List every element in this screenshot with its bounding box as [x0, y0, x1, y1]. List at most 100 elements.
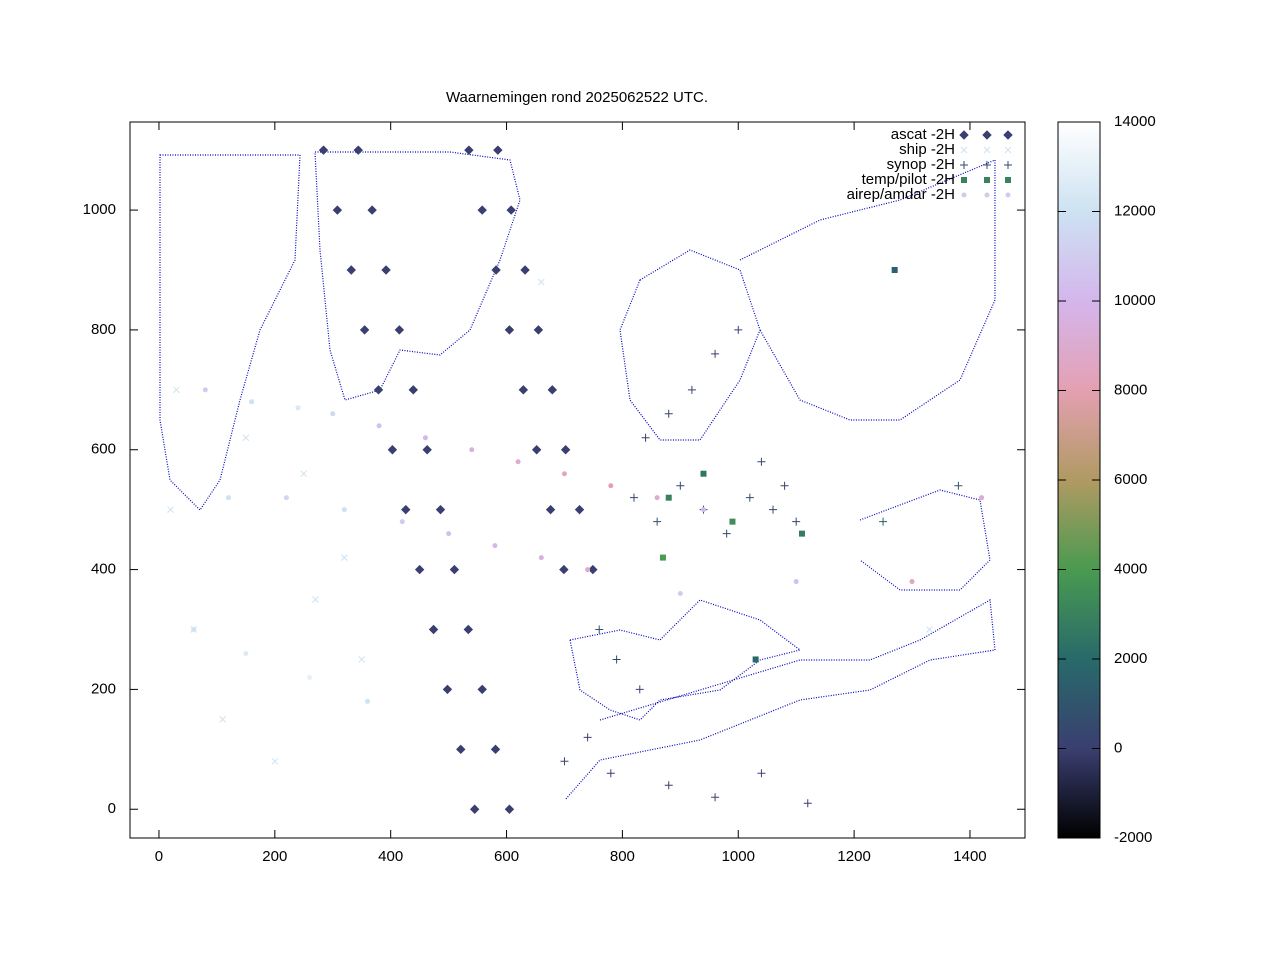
data-point [394, 325, 405, 335]
data-point [547, 385, 558, 395]
coastline [159, 154, 301, 511]
data-point [879, 517, 888, 526]
data-point [711, 349, 720, 358]
data-point [574, 504, 585, 515]
data-point [381, 265, 391, 275]
legend-marker [960, 161, 968, 169]
data-point [520, 265, 530, 275]
data-point [312, 596, 319, 603]
data-point [367, 205, 377, 215]
data-point [373, 385, 384, 395]
data-point [191, 626, 197, 632]
legend-label: temp/pilot -2H [862, 171, 955, 188]
data-point [583, 733, 592, 742]
data-point [729, 518, 736, 525]
data-point [545, 504, 556, 515]
data-point [376, 423, 382, 429]
coastlines [159, 151, 996, 801]
coastline [619, 249, 761, 441]
data-point [533, 325, 544, 335]
data-point [399, 519, 405, 525]
data-point [676, 481, 685, 490]
data-point [225, 495, 231, 501]
data-point [219, 716, 227, 723]
data-point [365, 698, 371, 704]
y-tick-label: 1000 [83, 201, 116, 218]
data-point [734, 325, 743, 334]
data-point [595, 625, 604, 634]
y-tick-label: 0 [108, 800, 116, 817]
data-point [653, 517, 662, 526]
data-point [469, 804, 480, 814]
legend-marker [1005, 192, 1011, 198]
data-point [757, 769, 766, 778]
data-point [588, 564, 598, 575]
data-point [745, 493, 754, 502]
data-point [757, 457, 766, 466]
data-point [612, 655, 621, 664]
plot-frame [129, 121, 1026, 839]
coastline [859, 489, 991, 591]
data-point [677, 591, 683, 597]
data-point [249, 399, 255, 405]
x-tick-label: 600 [494, 848, 519, 865]
legend-marker [960, 146, 968, 154]
data-point [446, 531, 452, 537]
legend-marker [959, 130, 969, 140]
colorbar-tick-label: 2000 [1114, 650, 1147, 667]
data-point [664, 781, 673, 790]
chart-title: Waarnemingen rond 2025062522 UTC. [446, 89, 708, 106]
y-tick-label: 800 [91, 321, 116, 338]
data-point [793, 579, 799, 585]
data-point [359, 325, 370, 335]
data-point [659, 554, 666, 561]
data-point [909, 579, 915, 585]
data-point [435, 504, 446, 515]
data-point [493, 145, 503, 155]
data-point [641, 433, 650, 442]
legend-marker [982, 130, 992, 140]
colorbar-tick-label: 0 [1114, 739, 1122, 756]
legend-marker [1004, 161, 1012, 169]
data-point [518, 385, 529, 395]
data-point [422, 435, 428, 441]
data-point [803, 799, 812, 808]
legend-marker [983, 146, 991, 154]
legend-label: airep/amdar -2H [847, 186, 955, 203]
data-point [353, 145, 363, 155]
x-tick-label: 400 [378, 848, 403, 865]
coastline [569, 599, 802, 721]
data-point [654, 495, 660, 501]
data-point [469, 447, 475, 453]
data-point [422, 445, 432, 455]
colorbar-tick-label: 10000 [1114, 292, 1156, 309]
data-point [340, 554, 348, 561]
colorbar-tick-label: -2000 [1114, 829, 1152, 846]
data-point [538, 555, 544, 561]
legend-marker [1005, 177, 1011, 183]
data-point [202, 387, 208, 393]
data-point [341, 507, 347, 513]
x-tick-label: 800 [610, 848, 635, 865]
legend-marker [1004, 146, 1012, 154]
data-point [752, 656, 759, 663]
data-point [318, 145, 329, 155]
coastline [314, 151, 521, 401]
colorbar-tick-label: 6000 [1114, 471, 1147, 488]
data-point [560, 445, 571, 455]
data-point [346, 265, 356, 275]
x-tick-label: 1400 [953, 848, 986, 865]
legend-label: ascat -2H [891, 126, 955, 143]
data-point [711, 793, 720, 802]
data-point [606, 769, 615, 778]
data-point [792, 517, 801, 526]
legend-marker [983, 161, 991, 169]
data-point [561, 471, 567, 477]
data-point [283, 495, 289, 501]
coastline [739, 159, 996, 421]
data-point [414, 564, 425, 575]
data-point [449, 564, 460, 575]
data-point [490, 744, 501, 755]
colorbar-tick-label: 4000 [1114, 560, 1147, 577]
